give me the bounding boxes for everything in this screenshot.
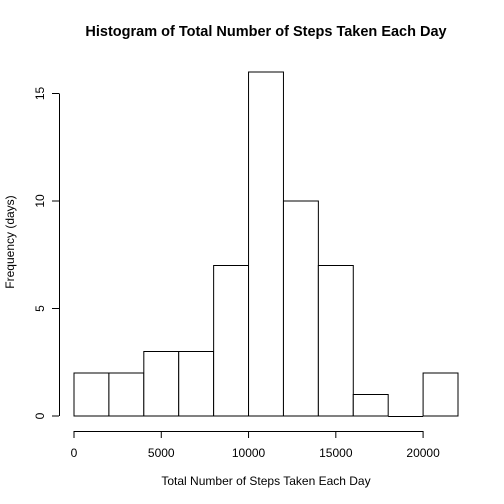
histogram-bar	[213, 265, 250, 417]
x-tick-label: 15000	[319, 446, 353, 460]
histogram-bar	[178, 351, 215, 417]
y-axis: 0 5 10 15	[33, 87, 60, 419]
y-tick-label: 10	[33, 194, 47, 208]
x-axis: 0 5000 10000 15000 20000	[71, 431, 440, 460]
histogram-bar	[317, 265, 354, 417]
histogram-bar	[143, 351, 180, 417]
x-tick-label: 5000	[148, 446, 175, 460]
y-tick-label: 5	[33, 305, 47, 312]
histogram-bar	[352, 394, 389, 417]
x-tick-label: 10000	[232, 446, 266, 460]
histogram-bar	[73, 372, 110, 417]
y-axis-label: Frequency (days)	[3, 195, 17, 288]
histogram-bar	[108, 372, 145, 417]
x-axis-label: Total Number of Steps Taken Each Day	[161, 474, 370, 488]
y-tick-label: 15	[33, 87, 47, 101]
histogram-bar	[248, 71, 284, 417]
y-tick-label: 0	[33, 412, 47, 419]
x-tick-label: 0	[71, 446, 78, 460]
x-tick-label: 20000	[406, 446, 440, 460]
histogram-bar	[422, 372, 459, 417]
chart-title: Histogram of Total Number of Steps Taken…	[85, 24, 446, 40]
bars-group	[73, 71, 459, 417]
histogram-bar	[282, 200, 319, 417]
